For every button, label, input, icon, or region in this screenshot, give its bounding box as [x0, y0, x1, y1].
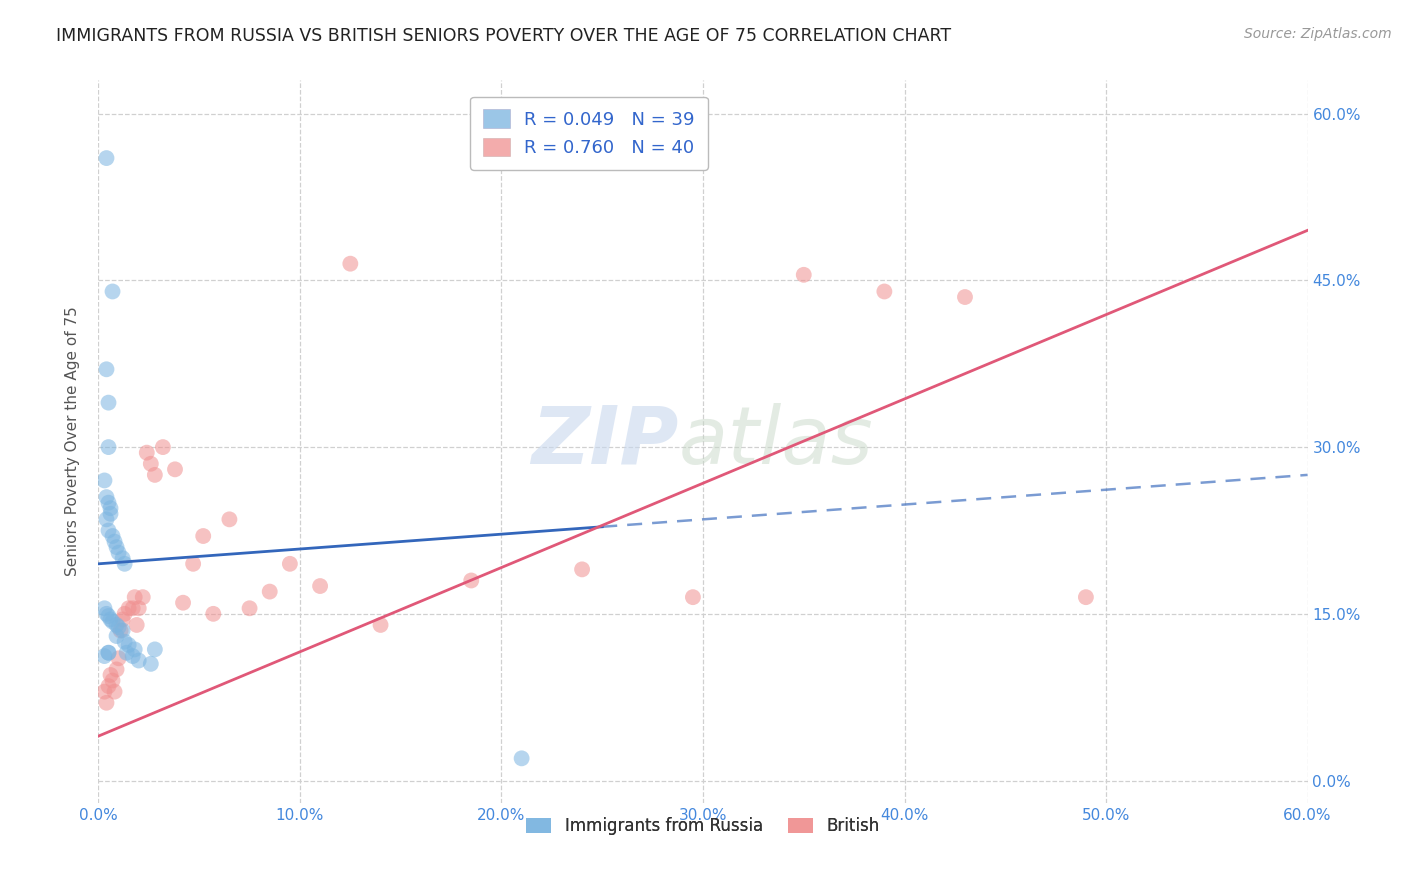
Point [93, 684, 115, 698]
Point [114, 557, 136, 571]
Point [105, 618, 128, 632]
Point [278, 557, 301, 571]
Point [100, 668, 122, 682]
Point [93, 474, 115, 488]
Point [571, 562, 593, 576]
Point [143, 642, 166, 657]
Point [218, 512, 240, 526]
Legend: Immigrants from Russia, British: Immigrants from Russia, British [520, 810, 886, 841]
Point [101, 673, 124, 688]
Point [118, 638, 141, 652]
Point [309, 579, 332, 593]
Point [100, 507, 122, 521]
Point [96, 696, 118, 710]
Point [107, 546, 129, 560]
Point [107, 620, 129, 634]
Point [193, 529, 215, 543]
Point [96, 512, 118, 526]
Point [128, 601, 150, 615]
Point [143, 467, 166, 482]
Point [105, 629, 128, 643]
Point [135, 445, 157, 459]
Point [259, 584, 281, 599]
Point [93, 601, 115, 615]
Point [111, 551, 134, 566]
Point [105, 662, 128, 676]
Point [793, 268, 815, 282]
Point [682, 590, 704, 604]
Point [96, 490, 118, 504]
Point [97, 646, 120, 660]
Point [124, 590, 146, 604]
Text: Source: ZipAtlas.com: Source: ZipAtlas.com [1244, 27, 1392, 41]
Text: ZIP: ZIP [531, 402, 679, 481]
Point [370, 618, 392, 632]
Point [181, 557, 204, 571]
Point [111, 624, 134, 638]
Point [100, 501, 122, 516]
Text: atlas: atlas [679, 402, 873, 481]
Point [873, 285, 896, 299]
Point [97, 679, 120, 693]
Point [114, 607, 136, 621]
Point [101, 285, 124, 299]
Point [97, 609, 120, 624]
Point [953, 290, 976, 304]
Point [97, 524, 120, 538]
Point [111, 612, 134, 626]
Point [139, 457, 162, 471]
Point [139, 657, 162, 671]
Point [125, 618, 148, 632]
Point [97, 646, 120, 660]
Point [121, 601, 143, 615]
Point [1074, 590, 1097, 604]
Text: IMMIGRANTS FROM RUSSIA VS BRITISH SENIORS POVERTY OVER THE AGE OF 75 CORRELATION: IMMIGRANTS FROM RUSSIA VS BRITISH SENIOR… [56, 27, 952, 45]
Point [460, 574, 482, 588]
Point [101, 529, 124, 543]
Point [202, 607, 225, 621]
Point [128, 653, 150, 667]
Point [172, 596, 194, 610]
Point [510, 751, 533, 765]
Point [101, 615, 124, 629]
Point [105, 540, 128, 554]
Point [96, 362, 118, 376]
Point [339, 257, 361, 271]
Point [239, 601, 262, 615]
Point [97, 440, 120, 454]
Point [103, 684, 125, 698]
Point [103, 534, 125, 549]
Point [107, 651, 129, 665]
Point [163, 462, 186, 476]
Point [124, 642, 146, 657]
Y-axis label: Seniors Poverty Over the Age of 75: Seniors Poverty Over the Age of 75 [65, 307, 80, 576]
Point [100, 612, 122, 626]
Point [114, 634, 136, 648]
Point [96, 607, 118, 621]
Point [110, 624, 132, 638]
Point [121, 649, 143, 664]
Point [152, 440, 174, 454]
Point [93, 649, 115, 664]
Point [132, 590, 155, 604]
Point [96, 151, 118, 165]
Point [115, 646, 138, 660]
Point [118, 601, 141, 615]
Point [97, 496, 120, 510]
Point [97, 395, 120, 409]
